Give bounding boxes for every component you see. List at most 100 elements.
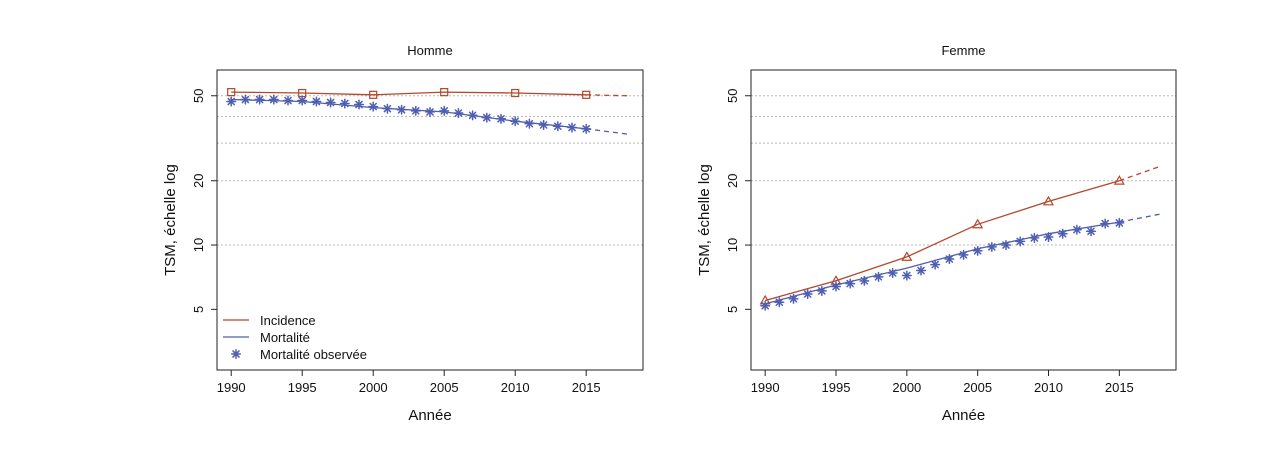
x-axis-title: Année [408,407,451,424]
data-point-mortalit-observ-e [538,119,549,130]
data-point-mortalit-observ-e [339,98,350,109]
panel-title: Femme [941,43,985,58]
series-line-incidence [765,180,1120,302]
data-point-mortalit-observ-e [1071,224,1082,235]
data-point-mortalit-observ-e [510,116,521,127]
data-point-mortalit-observ-e [859,275,870,286]
legend-label: Mortalité [260,330,310,345]
data-point-mortalit-observ-e [802,288,813,300]
data-point-mortalit-observ-e [1114,217,1125,228]
series-projection-incidence [1119,165,1163,182]
x-tick-label: 2005 [430,380,459,395]
data-point-incidence [582,90,591,99]
y-tick-label: 10 [725,238,740,252]
y-tick-label: 5 [725,306,740,313]
x-tick-label: 2000 [892,380,921,395]
data-point-incidence [511,88,520,98]
series-line-incidence [231,91,587,96]
y-tick-label: 50 [725,89,740,103]
data-point-mortalit-observ-e [1085,226,1097,237]
plot-frame [216,69,644,371]
data-point-mortalit-observ-e [240,94,251,105]
x-tick-label: 2010 [1034,380,1063,395]
data-point-mortalit-observ-e [453,107,464,119]
data-point-mortalit-observ-e [325,97,336,108]
data-point-mortalit-observ-e [845,278,856,289]
series-projection-incidence [586,94,629,97]
x-tick-label: 1995 [822,380,851,395]
legend: Incidence Mortalité Mortalité observée [223,313,367,362]
data-point-mortalit-observ-e [467,110,478,121]
y-axis-title: TSM, échelle log [162,164,179,276]
data-point-mortalit-observ-e [581,123,592,134]
data-point-mortalit-observ-e [986,241,997,252]
legend-label: Incidence [260,313,316,328]
y-tick-label: 50 [191,89,206,103]
data-point-mortalit-observ-e [353,99,365,110]
data-point-mortalit-observ-e [944,253,955,265]
data-point-mortalit-observ-e [774,297,785,308]
legend-swatch [230,348,242,360]
data-point-mortalit-observ-e [566,122,578,133]
data-point-mortalit-observ-e [254,94,265,105]
panel-title: Homme [407,43,453,58]
data-point-mortalit-observ-e [424,106,436,117]
chart-panel-2: Femme 1990 1995 2000 2005 2010 2015 5 10 20 50 Anné… [696,43,1177,424]
data-point-mortalit-observ-e [226,96,237,107]
data-point-mortalit-observ-e [958,249,969,260]
data-point-incidence [901,251,913,261]
plot-frame [750,69,1177,371]
data-point-mortalit-observ-e [1000,239,1012,251]
legend-label: Mortalité observée [260,347,367,362]
y-tick-label: 20 [725,174,740,188]
data-point-mortalit-observ-e [524,118,535,129]
data-point-mortalit-observ-e [930,259,941,270]
data-point-mortalit-observ-e [788,293,799,304]
x-tick-label: 1990 [217,380,246,395]
data-point-mortalit-observ-e [873,271,884,282]
data-point-mortalit-observ-e [1029,232,1040,243]
x-tick-label: 2015 [1105,380,1134,395]
chart-panel-1: Homme 1990 1995 2000 2005 2010 2015 5 10 20 50 Anné… [162,43,644,424]
data-point-mortalit-observ-e [972,245,983,256]
data-point-mortalit-observ-e [439,105,450,116]
data-point-incidence [1113,175,1125,185]
data-point-incidence [227,88,236,97]
data-point-incidence [369,90,378,99]
data-point-mortalit-observ-e [1015,236,1026,247]
data-point-mortalit-observ-e [915,265,927,276]
data-point-mortalit-observ-e [268,94,279,105]
data-point-mortalit-observ-e [816,285,827,296]
x-tick-label: 2010 [501,380,530,395]
x-tick-label: 2000 [359,380,388,395]
data-point-mortalit-observ-e [410,105,421,116]
x-tick-label: 1990 [751,380,780,395]
data-point-mortalit-observ-e [282,95,294,106]
data-point-mortalit-observ-e [311,96,322,107]
data-point-mortalit-observ-e [760,300,771,311]
data-point-mortalit-observ-e [396,104,407,115]
data-point-incidence [440,88,449,97]
y-tick-label: 10 [191,238,206,252]
data-point-mortalit-observ-e [552,121,563,132]
data-point-mortalit-observ-e [481,112,492,123]
data-point-mortalit-observ-e [382,103,393,114]
x-axis-title: Année [942,407,985,424]
series-projection-mortalit [586,128,629,135]
data-point-incidence [972,218,984,229]
y-tick-label: 20 [191,174,206,188]
data-point-mortalit-observ-e [368,101,379,112]
x-tick-label: 2005 [963,380,992,395]
data-point-mortalit-observ-e [1100,218,1111,229]
data-point-mortalit-observ-e [830,281,842,292]
y-tick-label: 5 [191,306,206,313]
data-point-mortalit-observ-e [297,95,308,106]
x-tick-label: 1995 [288,380,317,395]
data-point-mortalit-observ-e [887,267,898,279]
x-tick-label: 2015 [572,380,601,395]
data-point-mortalit-observ-e [1043,232,1054,243]
data-point-mortalit-observ-e [1057,228,1068,239]
data-point-mortalit-observ-e [901,270,912,281]
data-point-incidence [1042,195,1055,206]
